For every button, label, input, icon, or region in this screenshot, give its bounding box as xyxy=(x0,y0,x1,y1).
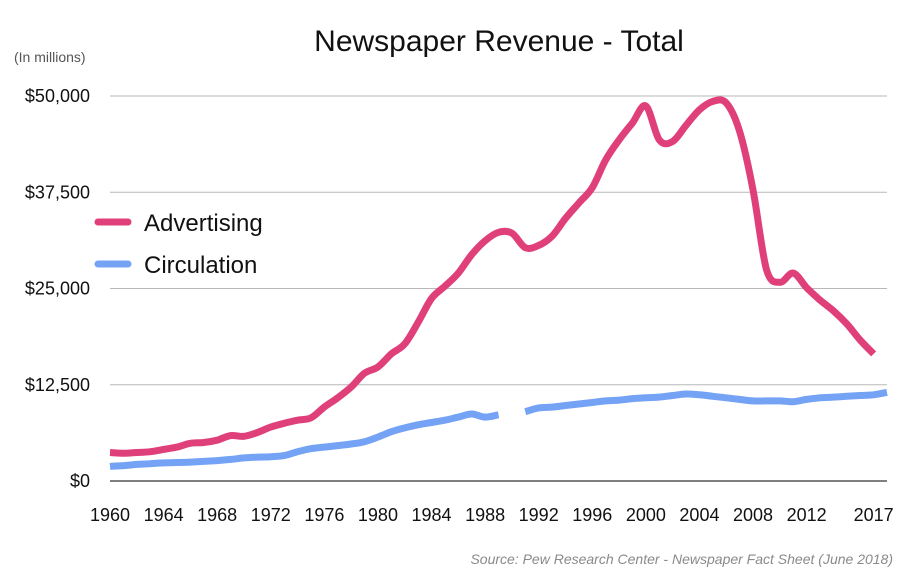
x-tick-label: 1964 xyxy=(144,505,184,525)
series-line-advertising xyxy=(109,96,877,457)
gridlines xyxy=(110,95,887,482)
y-unit-label: (In millions) xyxy=(14,49,86,65)
legend: Advertising Circulation xyxy=(94,210,263,279)
x-tick-label: 1980 xyxy=(358,505,398,525)
x-tick-label: 2004 xyxy=(679,505,719,525)
x-tick-label: 1996 xyxy=(572,505,612,525)
y-tick-label: $37,500 xyxy=(25,182,90,202)
x-tick-label: 2008 xyxy=(733,505,773,525)
chart-title: Newspaper Revenue - Total xyxy=(314,25,684,58)
legend-label-advertising: Advertising xyxy=(144,210,263,237)
x-tick-label: 1976 xyxy=(304,505,344,525)
x-tick-label: 1972 xyxy=(251,505,291,525)
y-axis-ticks: $0 $12,500 $25,000 $37,500 $50,000 xyxy=(25,86,90,491)
x-tick-label: 1988 xyxy=(465,505,505,525)
y-tick-label: $25,000 xyxy=(25,279,90,299)
x-tick-label: 2017 xyxy=(854,505,894,525)
legend-label-circulation: Circulation xyxy=(144,252,257,279)
x-tick-label: 2000 xyxy=(626,505,666,525)
x-tick-label: 1984 xyxy=(411,505,451,525)
x-tick-label: 2012 xyxy=(787,505,827,525)
y-tick-label: $0 xyxy=(70,471,90,491)
x-tick-label: 1968 xyxy=(197,505,237,525)
series-line-circulation xyxy=(109,410,500,470)
x-tick-label: 1992 xyxy=(519,505,559,525)
x-tick-label: 1960 xyxy=(90,505,130,525)
series-line-circulation xyxy=(524,388,888,416)
y-tick-label: $12,500 xyxy=(25,375,90,395)
x-axis-ticks: 1960 1964 1968 1972 1976 1980 1984 1988 1992 1996… xyxy=(90,505,894,525)
y-tick-label: $50,000 xyxy=(25,86,90,106)
series-lines xyxy=(109,96,888,470)
source-note: Source: Pew Research Center - Newspaper … xyxy=(470,551,893,567)
